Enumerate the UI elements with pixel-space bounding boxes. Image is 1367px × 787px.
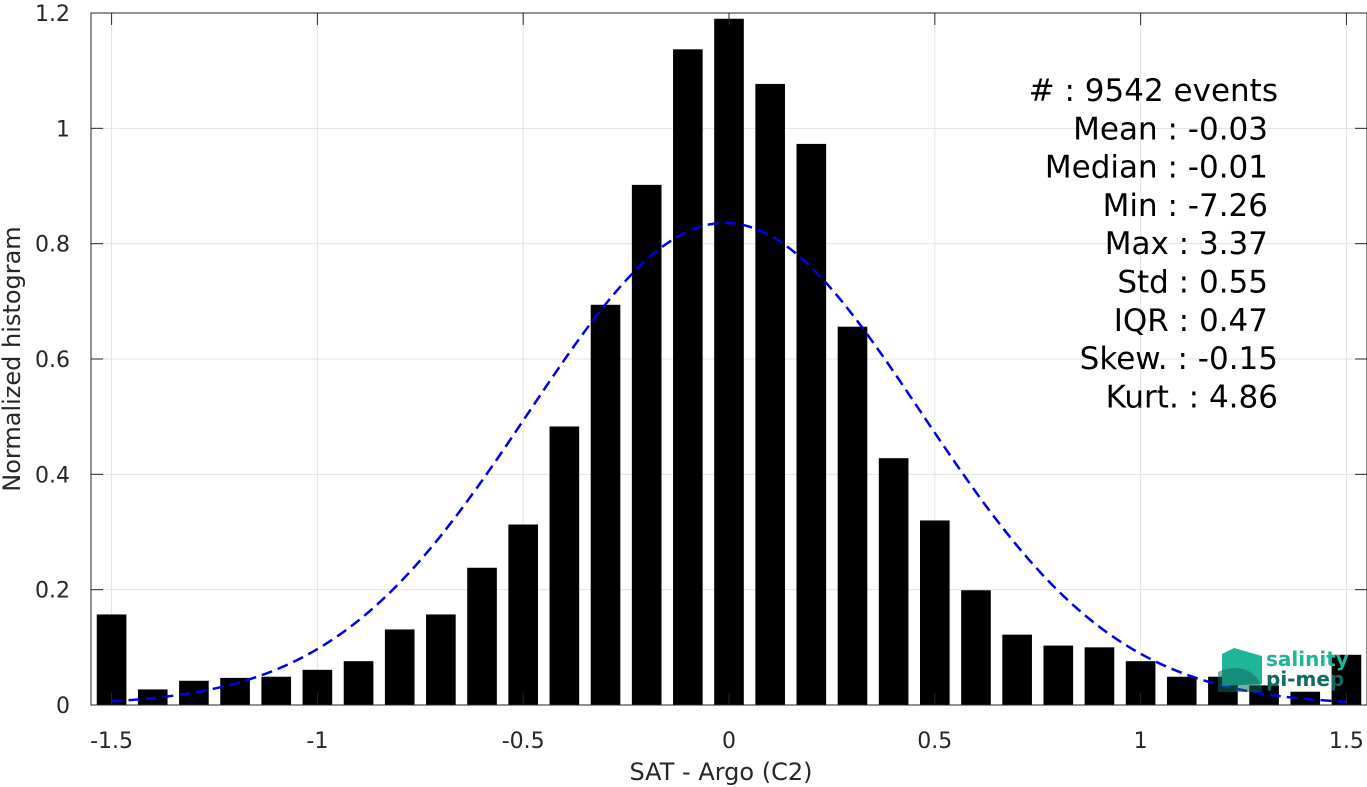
- x-tick-label: -1.5: [90, 729, 133, 754]
- histogram-bar: [96, 614, 127, 705]
- x-axis-tick-labels: -1.5 -1 -0.5 0 0.5 1 1.5: [90, 729, 1364, 754]
- stat-line: Min : -7.26: [1103, 188, 1268, 224]
- histogram-bar: [467, 567, 497, 705]
- stat-line: Max : 3.37: [1105, 226, 1268, 262]
- histogram-bar: [796, 143, 827, 706]
- logo-text-line1: salinity: [1266, 647, 1349, 671]
- x-axis-title: SAT - Argo (C2): [630, 758, 813, 786]
- stat-line: Mean : -0.03: [1073, 111, 1268, 147]
- y-tick-label: 0: [56, 694, 70, 719]
- y-tick-label: 0.2: [35, 579, 70, 604]
- histogram-bar: [1002, 634, 1032, 705]
- stat-line: # : 9542 events: [1029, 73, 1278, 109]
- y-tick-label: 1.2: [35, 2, 70, 27]
- y-axis-title: Normalized histogram: [0, 226, 26, 491]
- stat-line: Median : -0.01: [1045, 150, 1268, 186]
- histogram-bar: [755, 83, 785, 706]
- histogram-bar: [1166, 676, 1197, 705]
- axes: [90, 12, 1367, 706]
- stat-line: IQR : 0.47: [1114, 303, 1268, 339]
- histogram-bar: [631, 184, 662, 705]
- histogram-bar: [673, 49, 703, 705]
- histogram-bar: [508, 524, 539, 705]
- x-tick-label: 0: [722, 729, 736, 754]
- histogram-bar: [878, 458, 909, 705]
- logo-text-line2: pi-mep: [1266, 667, 1344, 691]
- x-tick-label: 0.5: [917, 729, 952, 754]
- histogram-bar: [179, 680, 209, 705]
- histogram-bar: [384, 629, 415, 705]
- y-tick-label: 0.4: [35, 463, 70, 488]
- y-tick-label: 0.6: [35, 348, 70, 373]
- histogram-bar: [919, 520, 950, 705]
- x-tick-label: -1: [306, 729, 328, 754]
- histogram-bar: [220, 677, 250, 705]
- x-tick-label: 1.5: [1329, 729, 1364, 754]
- histogram-bar: [1043, 645, 1074, 705]
- salinity-pi-mep-logo: salinity pi-mep: [1218, 647, 1349, 692]
- gaussian-fit-curve: [111, 221, 1347, 704]
- y-tick-label: 0.8: [35, 233, 70, 258]
- histogram-bar: [261, 676, 292, 705]
- logo-mark-icon: [1218, 648, 1262, 692]
- stat-line: Kurt. : 4.86: [1106, 379, 1278, 415]
- histogram-bar: [590, 304, 621, 705]
- histogram-bar: [549, 426, 580, 705]
- stat-line: Skew. : -0.15: [1080, 341, 1278, 377]
- x-tick-label: 1: [1134, 729, 1148, 754]
- stat-line: Std : 0.55: [1117, 265, 1268, 301]
- y-axis-tick-labels: 0 0.2 0.4 0.6 0.8 1 1.2: [35, 2, 70, 719]
- histogram-bar: [837, 326, 868, 705]
- x-tick-label: -0.5: [502, 729, 545, 754]
- histogram-bar: [426, 614, 456, 705]
- histogram-bar: [343, 661, 374, 705]
- y-tick-label: 1: [56, 117, 70, 142]
- histogram-bar: [961, 590, 991, 705]
- histogram-bar: [714, 18, 744, 706]
- histogram-bar: [1084, 647, 1115, 705]
